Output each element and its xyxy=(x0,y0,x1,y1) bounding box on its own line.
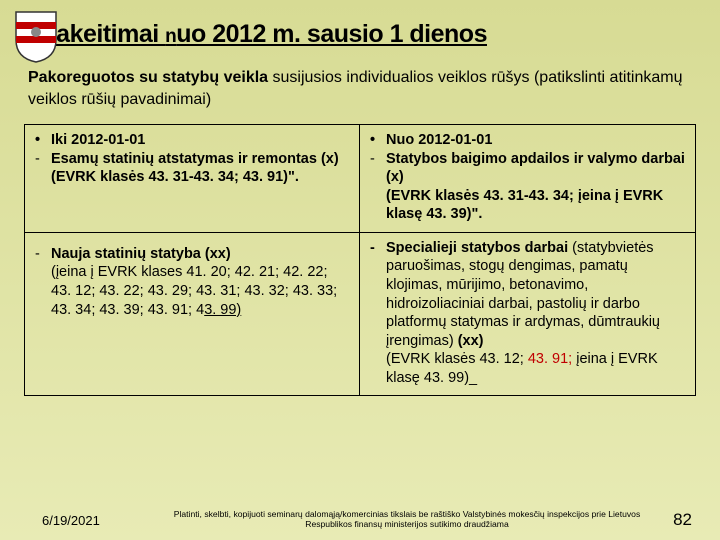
text-span: 3. 99) xyxy=(204,302,241,318)
text-span: (statybvietės paruošimas, stogų dengimas… xyxy=(386,240,660,349)
bullet-marker: • xyxy=(370,131,386,150)
text-span: 43. 91; xyxy=(528,351,572,367)
cell-heading: Iki 2012-01-01 xyxy=(51,131,145,150)
cell-after-2: - Specialieji statybos darbai (statybvie… xyxy=(360,233,695,395)
cell-line: Statybos baigimo apdailos ir valymo darb… xyxy=(386,150,687,187)
slide-footer: 6/19/2021 Platinti, skelbti, kopijuoti s… xyxy=(0,510,720,530)
dash-marker: - xyxy=(370,150,386,169)
slide-title: Pakeitimai nuo 2012 m. sausio 1 dienos xyxy=(40,20,700,49)
cell-before-1: • Iki 2012-01-01 - Esamų statinių atstat… xyxy=(25,125,360,233)
dash-marker: - xyxy=(35,150,51,169)
dash-marker: - xyxy=(35,245,51,264)
title-part2: uo 2012 m. sausio 1 dienos xyxy=(176,20,487,48)
crest-logo xyxy=(12,8,60,64)
cell-heading: Nuo 2012-01-01 xyxy=(386,131,492,150)
title-small-n: n xyxy=(165,26,176,47)
cell-after-1: • Nuo 2012-01-01 - Statybos baigimo apda… xyxy=(360,125,695,233)
underscore: _ xyxy=(469,370,477,386)
cell-line: Specialieji statybos darbai (statybvietė… xyxy=(386,239,687,350)
footer-disclaimer: Platinti, skelbti, kopijuoti seminarų da… xyxy=(162,510,652,530)
text-span: Specialieji statybos darbai xyxy=(386,240,568,256)
footer-date: 6/19/2021 xyxy=(42,513,162,528)
text-span: (EVRK klasės 43. 12; xyxy=(386,351,528,367)
cell-line: (EVRK klasės 43. 31-43. 34; 43. 91)". xyxy=(35,168,351,187)
cell-line: (EVRK klasės 43. 31-43. 34; įeina į EVRK… xyxy=(370,187,687,224)
text-span: (įeina į EVRK klases 41. 20; 42. 21; 42.… xyxy=(51,264,337,317)
cell-line: Esamų statinių atstatymas ir remontas (x… xyxy=(51,150,339,169)
bullet-marker: • xyxy=(35,131,51,150)
intro-paragraph: Pakoreguotos su statybų veikla susijusio… xyxy=(28,67,692,110)
intro-bold: Pakoreguotos su statybų veikla xyxy=(28,69,268,86)
comparison-table: • Iki 2012-01-01 - Esamų statinių atstat… xyxy=(24,124,696,396)
dash-marker: - xyxy=(370,239,386,258)
text-span: (xx) xyxy=(458,333,484,349)
cell-line: (EVRK klasės 43. 12; 43. 91; įeina į EVR… xyxy=(370,350,687,387)
cell-before-2: - Nauja statinių statyba (xx) (įeina į E… xyxy=(25,233,360,395)
cell-line: Nauja statinių statyba (xx) xyxy=(51,245,231,264)
footer-page-number: 82 xyxy=(652,510,692,530)
cell-line: (įeina į EVRK klases 41. 20; 42. 21; 42.… xyxy=(35,263,351,319)
